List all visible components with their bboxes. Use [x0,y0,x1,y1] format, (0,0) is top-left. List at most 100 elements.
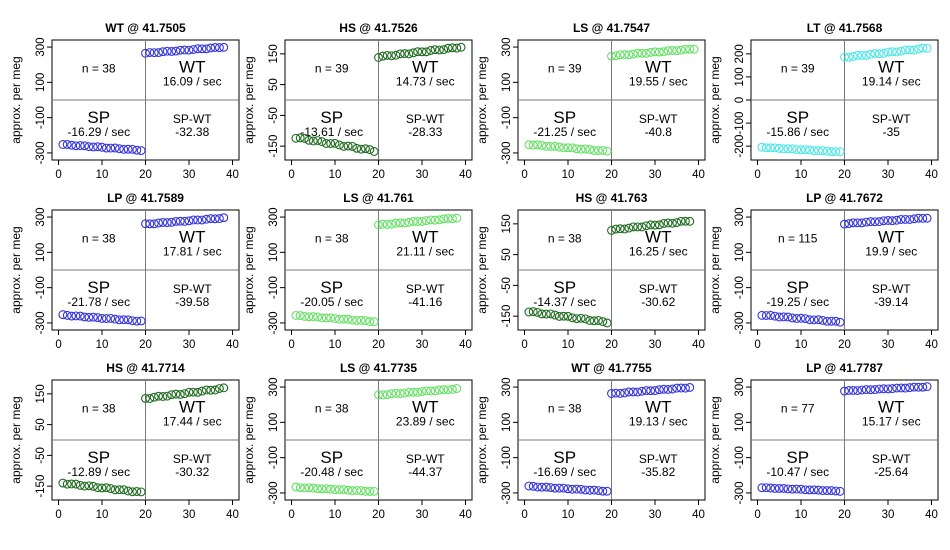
data-point-wt [141,48,150,58]
data-point-wt [624,387,634,397]
data-point-wt [861,50,871,60]
data-point-sp [339,141,349,151]
sp-rate: -15.86 / sec [766,125,829,139]
data-point-wt [641,386,651,396]
y-tick-label: -300 [734,311,746,334]
data-point-sp [110,485,120,495]
data-point-wt [667,218,677,228]
data-point-wt [162,218,172,228]
data-point-sp [369,147,379,156]
data-point-sp [831,147,841,157]
x-tick-label: 0 [754,169,760,181]
wt-rate: 19.9 / sec [865,245,917,259]
data-point-sp [132,316,142,326]
y-tick-label: -300 [268,311,280,334]
data-point-wt [141,393,150,403]
data-point-wt [685,44,695,54]
data-point-wt [905,45,915,55]
data-point-wt [633,222,643,232]
data-point-wt [654,385,664,395]
data-point-sp [321,484,331,494]
diff-label: SP-WT [406,282,445,296]
x-tick-label: 20 [838,169,851,181]
data-point-wt [663,46,673,56]
data-point-sp [787,484,797,494]
y-tick-label: 150 [268,44,280,63]
data-point-sp [119,315,129,325]
sp-label: SP [553,278,576,297]
data-point-sp [554,483,564,493]
data-point-sp [757,310,767,320]
diff-label: SP-WT [872,452,911,466]
diff-label: SP-WT [406,452,445,466]
data-point-wt [188,387,198,397]
data-point-wt [145,48,155,57]
data-point-sp [101,483,111,493]
x-tick-label: 10 [96,339,109,351]
data-point-sp [84,142,94,152]
data-point-wt [400,388,410,398]
data-point-wt [611,388,621,398]
x-tick-label: 30 [416,339,429,351]
data-point-wt [866,385,876,395]
data-point-wt [637,386,647,396]
data-point-wt [874,49,884,59]
y-tick-label: -100 [268,276,280,299]
y-tick-label: 150 [35,384,47,403]
data-point-wt [193,215,203,225]
data-point-wt [387,219,396,229]
x-tick-label: 0 [55,169,61,181]
data-point-sp [533,140,543,150]
data-point-sp [779,312,789,322]
data-point-sp [84,312,94,322]
data-point-sp [67,140,77,150]
data-point-sp [796,484,806,494]
data-point-wt [620,224,629,234]
y-tick-label: 300 [268,377,280,396]
data-point-wt [646,386,656,396]
data-point-wt [214,384,224,393]
data-point-wt [184,387,194,397]
data-point-sp [58,140,68,149]
sp-rate: -21.25 / sec [533,125,596,139]
data-point-sp [361,144,370,154]
data-point-wt [918,382,928,392]
diff-label: SP-WT [173,452,212,466]
data-point-wt [391,218,401,228]
data-point-wt [382,220,392,229]
data-point-sp [62,139,72,149]
data-point-wt [374,390,383,400]
data-point-sp [88,142,98,152]
data-point-wt [417,47,427,57]
data-point-sp [809,146,819,156]
x-tick-label: 10 [329,339,342,351]
y-tick-label: 100 [734,67,746,86]
data-point-wt [607,389,616,398]
data-point-wt [650,47,660,57]
y-tick-label: -50 [501,277,513,294]
data-point-wt [149,392,159,402]
y-axis-label: approx. per meg [9,396,23,483]
data-point-wt [641,221,651,231]
data-point-sp [770,483,780,493]
y-tick-label: -300 [501,481,513,504]
data-point-wt [426,386,436,396]
data-point-wt [896,383,906,393]
data-point-wt [676,45,686,55]
x-tick-label: 30 [183,169,196,181]
data-point-wt [844,219,854,229]
data-point-wt [874,217,884,227]
data-point-sp [308,483,318,493]
wt-label: WT [179,227,205,246]
data-point-wt [171,216,181,226]
data-point-wt [180,216,190,226]
data-point-wt [154,48,163,57]
data-point-sp [559,311,569,321]
data-point-sp [317,484,327,494]
diff-label: SP-WT [639,452,678,466]
x-tick-label: 0 [288,169,294,181]
